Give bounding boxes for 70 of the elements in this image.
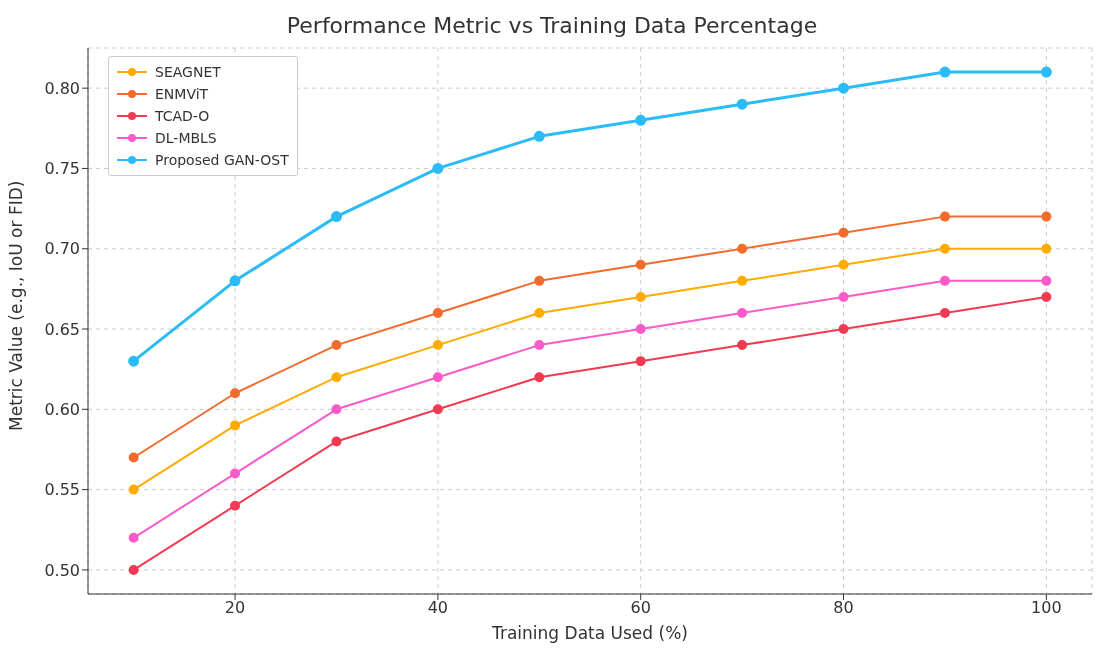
point <box>838 291 849 302</box>
legend-label: SEAGNET <box>155 63 221 82</box>
point <box>838 82 850 94</box>
point <box>128 355 140 367</box>
point <box>534 307 545 318</box>
y-tick-label: 0.75 <box>44 159 80 179</box>
chart-title: Performance Metric vs Training Data Percentage <box>285 12 819 40</box>
point <box>432 340 443 351</box>
x-tick-label: 20 <box>224 598 246 618</box>
point <box>534 275 545 286</box>
point <box>230 500 241 511</box>
point <box>128 452 139 463</box>
point <box>635 114 647 126</box>
point <box>737 275 748 286</box>
point <box>1041 211 1052 222</box>
y-tick-label: 0.80 <box>44 78 80 98</box>
y-tick-label: 0.55 <box>44 480 80 500</box>
point <box>534 372 545 383</box>
point <box>331 340 342 351</box>
y-tick-label: 0.60 <box>44 400 80 419</box>
point <box>230 468 241 479</box>
x-tick-label: 40 <box>427 598 449 618</box>
y-tick-label: 0.70 <box>44 239 80 259</box>
legend-label: ENMViT <box>155 85 209 104</box>
point <box>939 66 951 78</box>
x-tick-label: 100 <box>1031 598 1062 618</box>
point <box>939 307 950 318</box>
point <box>737 243 748 254</box>
legend-label: TCAD-O <box>155 107 210 126</box>
x-axis-title: Training Data Used (%) <box>491 623 688 643</box>
point <box>229 275 241 287</box>
point <box>635 291 646 302</box>
point <box>635 324 646 335</box>
point <box>838 259 849 270</box>
x-tick-label: 80 <box>833 598 854 618</box>
point <box>838 324 849 335</box>
point <box>128 564 139 575</box>
point <box>1041 291 1052 302</box>
point <box>635 259 646 270</box>
point <box>838 227 849 238</box>
point <box>432 372 443 383</box>
legend-label: DL-MBLS <box>155 129 217 148</box>
point <box>1041 243 1052 254</box>
point <box>230 420 241 431</box>
point <box>230 388 241 399</box>
point <box>737 340 748 351</box>
y-tick-label: 0.65 <box>44 319 80 339</box>
point <box>331 404 342 415</box>
point <box>534 340 545 351</box>
point <box>737 307 748 318</box>
point <box>128 532 139 543</box>
point <box>736 98 748 110</box>
point <box>432 404 443 415</box>
point <box>330 211 342 223</box>
point <box>939 211 950 222</box>
point <box>939 275 950 286</box>
point <box>331 436 342 447</box>
y-axis-title: Metric Value (e.g., IoU or FID) <box>6 180 27 431</box>
point <box>533 130 545 142</box>
point <box>432 307 443 318</box>
point <box>432 162 444 174</box>
point <box>635 356 646 367</box>
point <box>1041 275 1052 286</box>
point <box>939 243 950 254</box>
point <box>1040 66 1052 78</box>
legend-label: Proposed GAN-OST <box>155 151 289 170</box>
point <box>128 484 139 495</box>
x-tick-label: 60 <box>630 598 651 618</box>
point <box>331 372 342 383</box>
y-tick-label: 0.50 <box>44 560 80 580</box>
